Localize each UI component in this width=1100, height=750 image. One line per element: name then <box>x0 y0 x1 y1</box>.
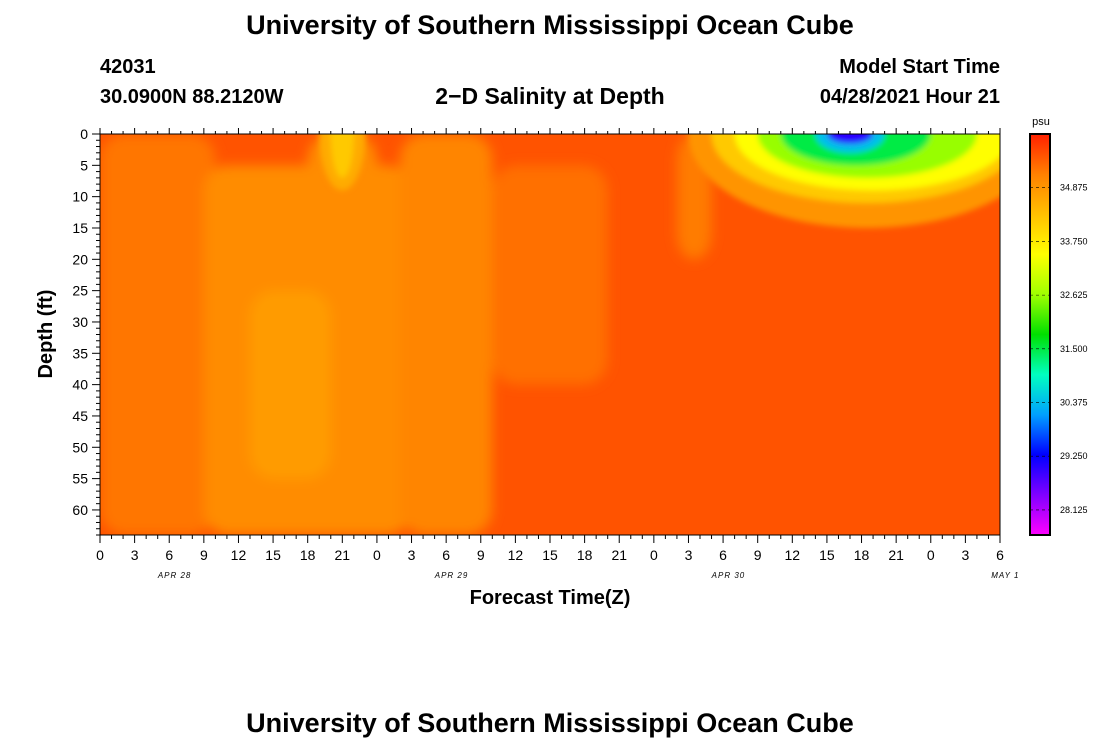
x-tick-label: 15 <box>819 547 835 563</box>
y-tick-label: 5 <box>80 157 88 173</box>
plot-title: 2−D Salinity at Depth <box>435 83 665 109</box>
x-axis: 0 3 6 9 12 15 18 21 0 3 6 9 12 15 18 21 0 3 6 9 12 15 18 21 0 3 6 A… <box>96 128 1019 580</box>
x-axis-label: Forecast Time(Z) <box>470 587 631 609</box>
y-tick-label: 25 <box>72 283 88 299</box>
x-tick-label: 21 <box>611 547 627 563</box>
model-start-value: 04/28/2021 Hour 21 <box>819 86 1000 108</box>
x-tick-label: 6 <box>165 547 173 563</box>
model-start-label: Model Start Time <box>839 56 1000 78</box>
y-tick-label: 10 <box>72 189 88 205</box>
salinity-region <box>100 134 216 535</box>
colorbar-label: 30.375 <box>1060 398 1088 408</box>
y-tick-label: 60 <box>72 502 88 518</box>
y-tick-label: 45 <box>72 408 88 424</box>
y-tick-label: 55 <box>72 471 88 487</box>
colorbar: psu 34.875 33.750 32.625 31.500 30.375 29.250… <box>1029 116 1088 536</box>
y-tick-label: 30 <box>72 314 88 330</box>
date-label: APR 28 <box>157 571 192 580</box>
x-tick-label: 21 <box>335 547 351 563</box>
x-tick-label: 18 <box>577 547 593 563</box>
x-tick-label: 0 <box>96 547 104 563</box>
colorbar-label: 28.125 <box>1060 505 1088 515</box>
y-tick-label: 20 <box>72 251 88 267</box>
y-tick-label: 15 <box>72 220 88 236</box>
colorbar-label: 32.625 <box>1060 290 1088 300</box>
x-tick-label: 12 <box>231 547 247 563</box>
x-tick-label: 9 <box>200 547 208 563</box>
heatmap-field <box>100 134 1000 535</box>
plume-layers <box>319 134 1000 228</box>
plume-contour <box>826 134 874 145</box>
colorbar-scale <box>1029 133 1051 536</box>
x-tick-label: 0 <box>650 547 658 563</box>
salinity-region <box>492 165 608 385</box>
salinity-region <box>250 290 331 479</box>
x-tick-label: 15 <box>265 547 281 563</box>
x-tick-label: 12 <box>508 547 524 563</box>
x-tick-label: 3 <box>685 547 693 563</box>
plume-contour <box>330 134 354 178</box>
x-tick-label: 0 <box>373 547 381 563</box>
colorbar-unit: psu <box>1032 116 1050 128</box>
x-tick-label: 3 <box>408 547 416 563</box>
y-axis-label: Depth (ft) <box>35 290 57 379</box>
x-tick-label: 9 <box>754 547 762 563</box>
y-tick-label: 35 <box>72 345 88 361</box>
x-tick-label: 6 <box>442 547 450 563</box>
x-tick-label: 21 <box>888 547 904 563</box>
colorbar-label: 33.750 <box>1060 236 1088 246</box>
colorbar-label: 34.875 <box>1060 183 1088 193</box>
x-tick-label: 9 <box>477 547 485 563</box>
x-tick-label: 3 <box>131 547 139 563</box>
date-label: APR 30 <box>711 571 746 580</box>
y-tick-label: 50 <box>72 439 88 455</box>
date-label: APR 29 <box>434 571 469 580</box>
x-tick-label: 15 <box>542 547 558 563</box>
page-title: University of Southern Mississippi Ocean… <box>246 10 854 40</box>
y-tick-label: 0 <box>80 126 88 142</box>
x-tick-label: 18 <box>300 547 316 563</box>
colorbar-label: 29.250 <box>1060 451 1088 461</box>
date-label: MAY 1 <box>991 571 1019 580</box>
x-tick-label: 3 <box>961 547 969 563</box>
y-tick-label: 40 <box>72 377 88 393</box>
x-tick-label: 6 <box>719 547 727 563</box>
x-tick-label: 6 <box>996 547 1004 563</box>
footer-title: University of Southern Mississippi Ocean… <box>246 708 854 738</box>
x-tick-label: 0 <box>927 547 935 563</box>
salinity-region <box>400 134 493 535</box>
colorbar-label: 31.500 <box>1060 344 1088 354</box>
y-axis: 0 5 10 15 20 25 30 35 40 45 50 55 60 <box>72 126 100 536</box>
station-id: 42031 <box>100 56 156 78</box>
x-tick-label: 18 <box>854 547 870 563</box>
x-tick-label: 12 <box>785 547 801 563</box>
station-coordinates: 30.0900N 88.2120W <box>100 86 284 108</box>
